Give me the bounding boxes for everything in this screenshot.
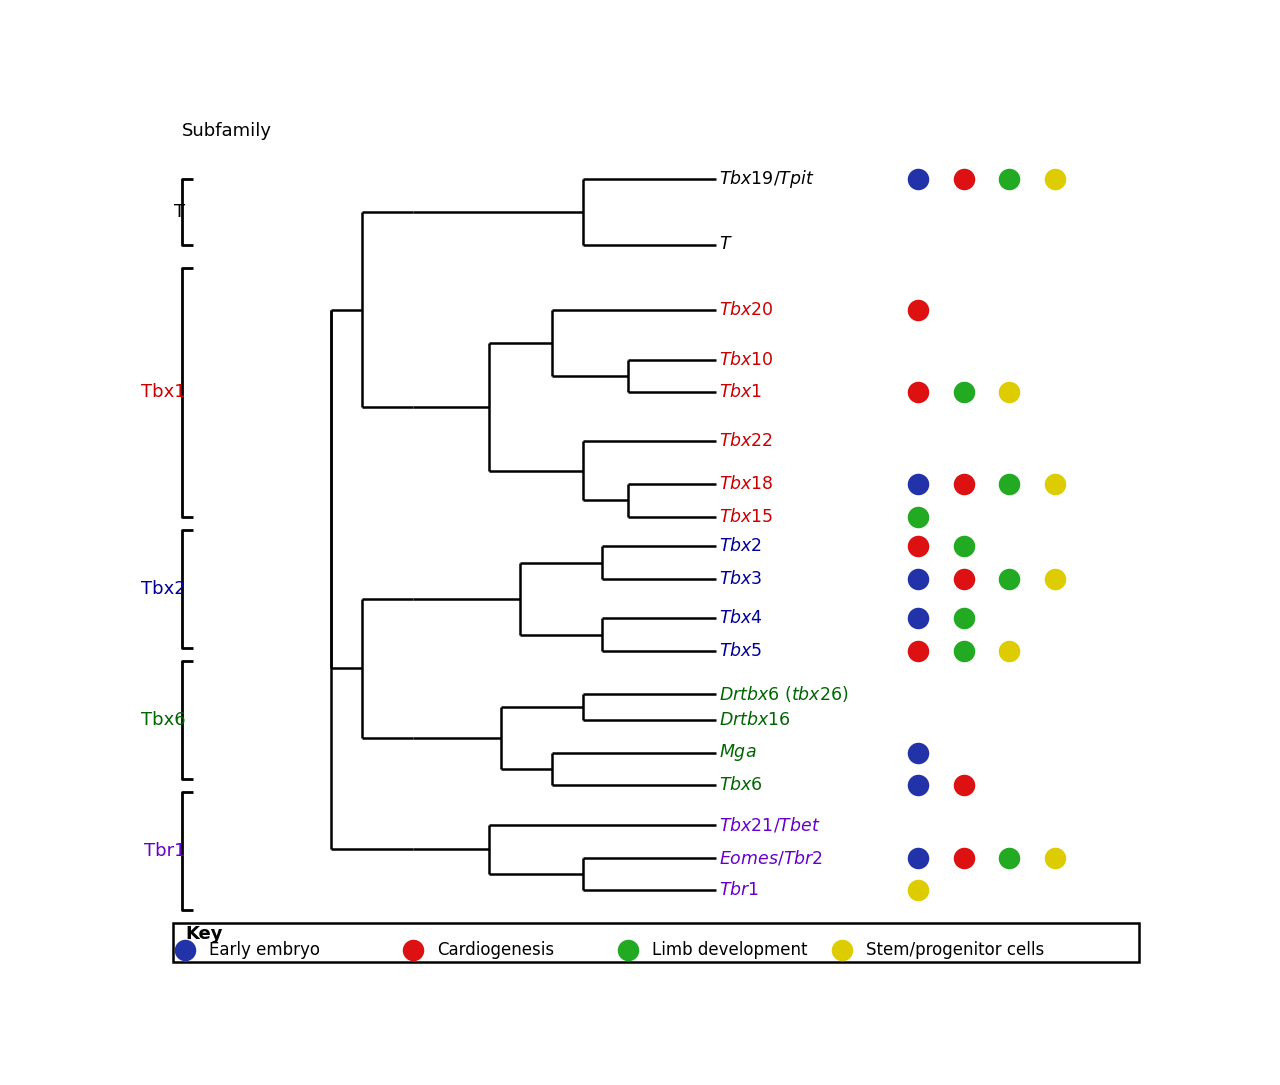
Point	[1044, 170, 1065, 188]
Text: T: T	[174, 203, 186, 221]
Text: Early embryo: Early embryo	[210, 941, 320, 959]
Text: Limb development: Limb development	[652, 941, 808, 959]
Point	[954, 384, 974, 401]
Point	[998, 571, 1019, 588]
Point	[832, 941, 852, 958]
Text: $\it{Tbx3}$: $\it{Tbx3}$	[719, 570, 763, 588]
Text: Stem/progenitor cells: Stem/progenitor cells	[867, 941, 1044, 959]
Text: Tbx1: Tbx1	[141, 383, 186, 401]
Text: Key: Key	[186, 924, 223, 943]
Point	[954, 170, 974, 188]
Text: Subfamily: Subfamily	[182, 122, 273, 140]
Text: $\it{Tbx6}$: $\it{Tbx6}$	[719, 777, 763, 794]
Text: $\it{Tbx10}$: $\it{Tbx10}$	[719, 350, 774, 369]
Text: Cardiogenesis: Cardiogenesis	[436, 941, 554, 959]
Point	[954, 642, 974, 660]
Text: $\it{T}$: $\it{T}$	[719, 237, 733, 254]
Point	[954, 848, 974, 866]
Point	[1044, 475, 1065, 493]
Text: Tbx2: Tbx2	[141, 579, 186, 598]
Text: $\it{Tbx19/Tpit}$: $\it{Tbx19/Tpit}$	[719, 168, 815, 190]
Text: $\it{Eomes/Tbr2}$: $\it{Eomes/Tbr2}$	[719, 848, 823, 867]
Point	[954, 537, 974, 554]
Point	[402, 941, 422, 958]
Point	[998, 170, 1019, 188]
Text: $\it{Tbx22}$: $\it{Tbx22}$	[719, 433, 773, 450]
Point	[1044, 848, 1065, 866]
FancyBboxPatch shape	[173, 923, 1139, 962]
Point	[617, 941, 637, 958]
Point	[908, 777, 928, 794]
Text: $\it{Tbx15}$: $\it{Tbx15}$	[719, 508, 773, 526]
Text: $\it{Tbx1}$: $\it{Tbx1}$	[719, 383, 763, 401]
Point	[998, 475, 1019, 493]
Point	[954, 571, 974, 588]
Point	[908, 537, 928, 554]
Point	[175, 941, 196, 958]
Text: Tbr1: Tbr1	[143, 842, 186, 860]
Text: $\it{Drtbx6\ (tbx26)}$: $\it{Drtbx6\ (tbx26)}$	[719, 684, 849, 704]
Point	[998, 848, 1019, 866]
Point	[908, 170, 928, 188]
Text: $\it{Mga}$: $\it{Mga}$	[719, 742, 756, 763]
Text: $\it{Tbx21/Tbet}$: $\it{Tbx21/Tbet}$	[719, 815, 820, 834]
Point	[908, 475, 928, 493]
Point	[908, 384, 928, 401]
Point	[1044, 571, 1065, 588]
Point	[954, 610, 974, 627]
Point	[908, 848, 928, 866]
Text: $\it{Tbx5}$: $\it{Tbx5}$	[719, 642, 763, 660]
Point	[908, 508, 928, 525]
Point	[908, 882, 928, 899]
Text: $\it{Tbx18}$: $\it{Tbx18}$	[719, 475, 774, 493]
Text: $\it{Tbx20}$: $\it{Tbx20}$	[719, 302, 774, 319]
Text: $\it{Tbx2}$: $\it{Tbx2}$	[719, 537, 763, 556]
Point	[908, 744, 928, 762]
Text: Tbx6: Tbx6	[141, 711, 186, 729]
Text: $\it{Tbr1}$: $\it{Tbr1}$	[719, 881, 759, 899]
Point	[908, 610, 928, 627]
Point	[908, 642, 928, 660]
Point	[908, 302, 928, 319]
Point	[954, 475, 974, 493]
Point	[954, 777, 974, 794]
Point	[998, 642, 1019, 660]
Point	[998, 384, 1019, 401]
Text: $\it{Tbx4}$: $\it{Tbx4}$	[719, 610, 763, 627]
Text: $\it{Drtbx16}$: $\it{Drtbx16}$	[719, 711, 791, 729]
Point	[908, 571, 928, 588]
